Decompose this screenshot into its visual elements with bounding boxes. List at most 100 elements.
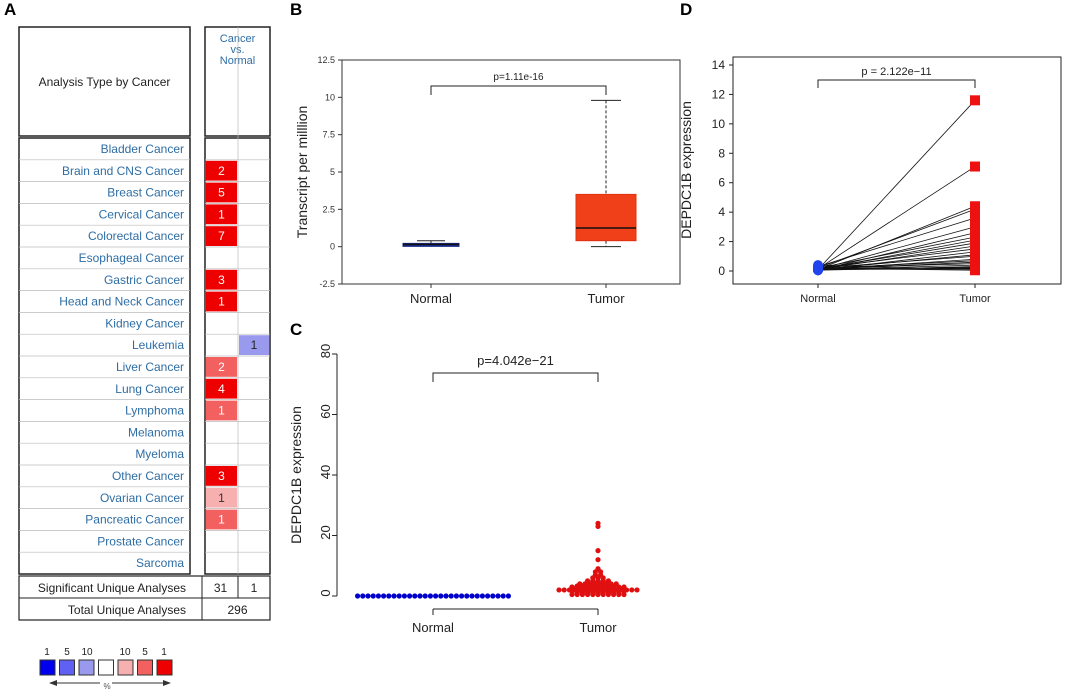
legend-label: 5 <box>64 647 70 658</box>
pair-line <box>817 264 976 270</box>
normal-point <box>443 593 449 599</box>
header-left-label: Analysis Type by Cancer <box>39 75 171 89</box>
over-expression-count: 1 <box>218 404 225 418</box>
legend-arrowhead-right <box>163 680 171 686</box>
cancer-type-label: Bladder Cancer <box>101 142 184 156</box>
tumor-point <box>621 584 627 590</box>
significant-up-value: 31 <box>214 581 228 595</box>
tumor-point <box>569 584 575 590</box>
cancer-type-label: Ovarian Cancer <box>100 491 184 505</box>
pair-line <box>817 232 976 271</box>
pair-line <box>817 100 976 270</box>
normal-point <box>365 593 371 599</box>
normal-point <box>407 593 413 599</box>
legend-unit: % <box>103 682 110 691</box>
cancer-type-label: Brain and CNS Cancer <box>62 164 184 178</box>
normal-point <box>422 593 428 599</box>
over-expression-count: 2 <box>218 360 225 374</box>
under-expression-cell <box>239 335 269 355</box>
total-value: 296 <box>227 603 247 617</box>
y-tick-label: 10 <box>712 117 726 131</box>
header-right-line: vs. <box>230 44 244 56</box>
beeswarm-chart: 0 20 40 60 80 DEPDC1B expression Normal Tumor p=… <box>288 344 640 635</box>
tumor-point <box>970 161 980 172</box>
pair-line <box>817 248 976 269</box>
tumor-point <box>970 204 980 215</box>
over-expression-cell <box>206 182 237 203</box>
tumor-point <box>577 581 583 587</box>
y-tick-label: 60 <box>318 404 333 418</box>
plot-frame <box>732 56 1062 285</box>
x-tick-label: Tumor <box>579 620 617 635</box>
cancer-type-label: Leukemia <box>132 338 184 352</box>
panel-label-b: B <box>290 0 303 19</box>
over-expression-cell <box>206 204 237 225</box>
over-expression-count: 3 <box>218 273 225 287</box>
under-expression-count: 1 <box>251 338 258 352</box>
legend-label: 1 <box>44 647 50 658</box>
normal-point <box>485 593 491 599</box>
y-tick-label: 4 <box>718 205 725 219</box>
normal-point <box>370 593 376 599</box>
tumor-point <box>595 520 601 526</box>
normal-point <box>386 593 392 599</box>
legend-label: 5 <box>142 647 148 658</box>
y-axis-label: DEPDC1B expression <box>678 101 694 239</box>
tumor-point <box>595 557 601 563</box>
y-tick-label: 7.5 <box>322 130 335 140</box>
tumor-point <box>970 221 980 232</box>
normal-point <box>417 593 423 599</box>
tumor-point <box>595 548 601 554</box>
p-value-label: p=4.042e−21 <box>477 353 554 368</box>
normal-point <box>479 593 485 599</box>
normal-point <box>412 593 418 599</box>
pair-line <box>817 166 976 270</box>
tumor-point <box>561 587 567 593</box>
cancer-type-label: Other Cancer <box>112 469 184 483</box>
tumor-point <box>634 587 640 593</box>
normal-point <box>453 593 459 599</box>
pair-line <box>817 267 976 271</box>
legend-arrowhead-left <box>49 680 57 686</box>
normal-point <box>391 593 397 599</box>
over-expression-count: 5 <box>218 186 225 200</box>
normal-point <box>500 593 506 599</box>
normal-point <box>355 593 361 599</box>
panel-label-c: C <box>290 320 303 339</box>
cancer-type-label: Breast Cancer <box>107 186 184 200</box>
tumor-point <box>970 265 980 276</box>
y-tick-label: 10 <box>325 92 335 102</box>
normal-point <box>813 263 823 274</box>
pair-line <box>817 236 976 269</box>
normal-point <box>381 593 387 599</box>
tumor-point <box>613 581 619 587</box>
tumor-point <box>629 587 635 593</box>
legend-label: 1 <box>161 647 167 658</box>
significance-bracket <box>817 79 976 88</box>
y-tick-label: 0 <box>318 589 333 596</box>
pair-line <box>817 226 976 270</box>
legend-label: 10 <box>119 647 131 658</box>
y-tick-label: 0 <box>330 242 335 252</box>
header-right-box <box>204 26 271 137</box>
x-tick-label: Tumor <box>959 293 991 305</box>
normal-point <box>464 593 470 599</box>
legend-swatch <box>39 659 56 676</box>
normal-point <box>469 593 475 599</box>
over-expression-cell <box>206 378 237 399</box>
x-tick-label: Tumor <box>587 291 625 306</box>
normal-point <box>474 593 480 599</box>
legend-swatch <box>59 659 75 676</box>
x-tick-label: Normal <box>412 620 454 635</box>
normal-point <box>490 593 496 599</box>
over-expression-count: 2 <box>218 164 225 178</box>
over-expression-count: 4 <box>218 382 225 396</box>
normal-point <box>375 593 381 599</box>
normal-point <box>396 593 402 599</box>
over-expression-cell <box>206 466 237 486</box>
pair-line <box>817 263 976 269</box>
legend-swatch <box>117 659 134 676</box>
cancer-type-label: Colorectal Cancer <box>88 229 184 243</box>
y-tick-label: 8 <box>718 146 725 160</box>
y-tick-label: 2 <box>718 235 725 249</box>
